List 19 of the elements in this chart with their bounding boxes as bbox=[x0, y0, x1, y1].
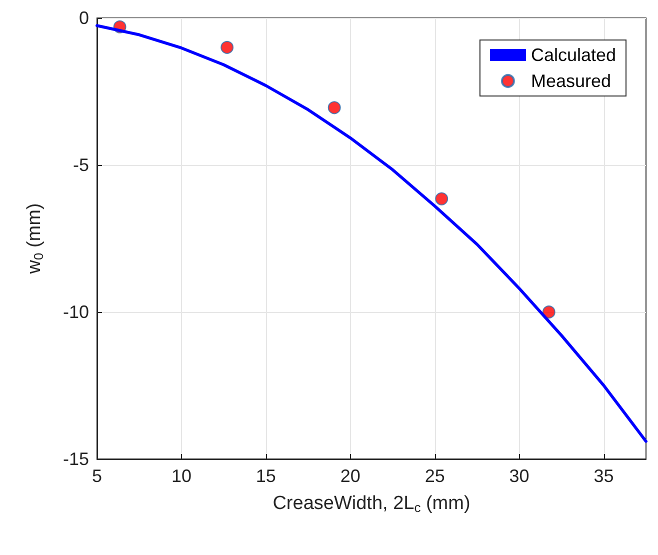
point bbox=[542, 306, 556, 318]
point bbox=[435, 192, 448, 206]
x-tick-label: 20 bbox=[340, 466, 360, 486]
legend-label: Measured bbox=[530, 71, 611, 91]
point bbox=[220, 40, 234, 54]
y-tick-label: -5 bbox=[72, 155, 89, 175]
legend-label: Calculated bbox=[530, 45, 616, 65]
y-axis-title: w0 (mm) bbox=[24, 203, 46, 275]
x-tick-label: 15 bbox=[256, 466, 276, 486]
y-tick-label: 0 bbox=[78, 8, 89, 28]
y-tick-label: -15 bbox=[62, 449, 89, 469]
x-tick-label: 35 bbox=[594, 466, 614, 486]
point bbox=[328, 101, 341, 114]
x-tick-label: 30 bbox=[509, 466, 530, 486]
x-tick-label: 25 bbox=[424, 466, 445, 486]
x-tick-label: 5 bbox=[92, 466, 102, 486]
x-tick-label: 10 bbox=[171, 466, 192, 486]
y-tick-label: -10 bbox=[62, 302, 89, 322]
line-series bbox=[96, 24, 648, 443]
